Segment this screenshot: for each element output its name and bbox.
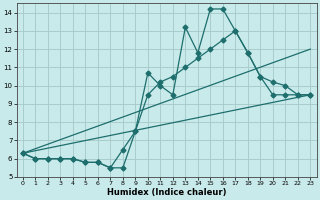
X-axis label: Humidex (Indice chaleur): Humidex (Indice chaleur) xyxy=(107,188,226,197)
